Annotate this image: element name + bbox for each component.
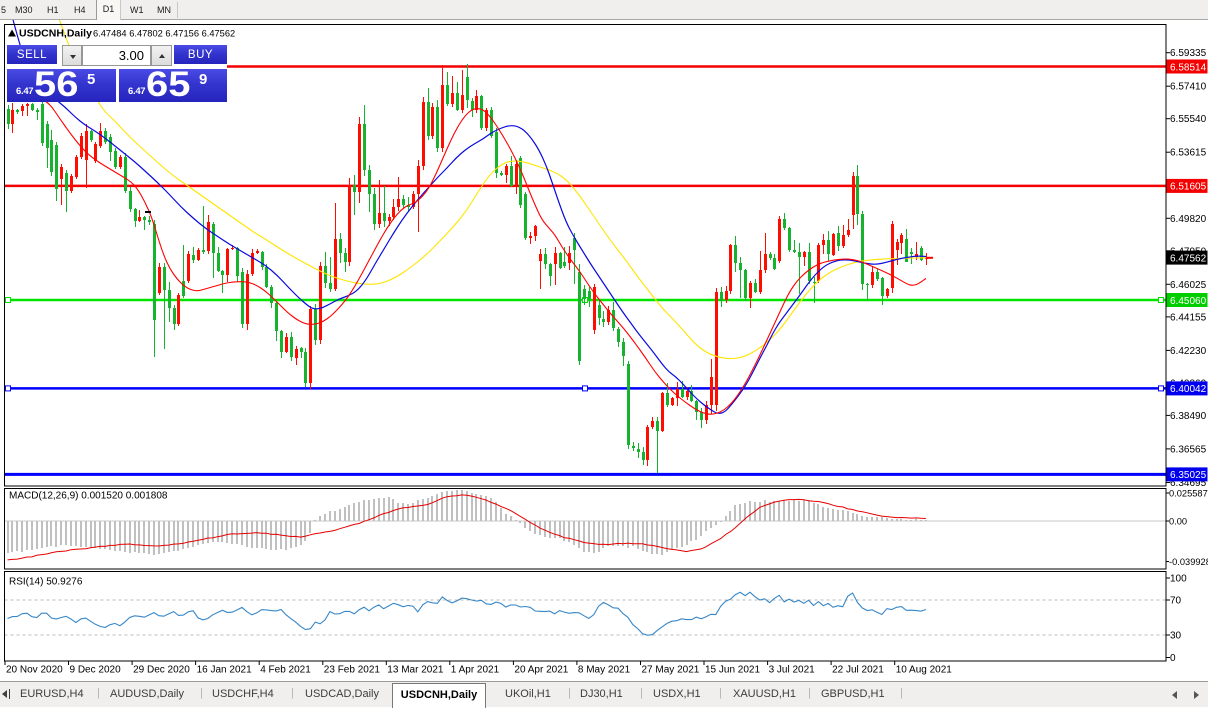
svg-text:6.57410: 6.57410 bbox=[1170, 82, 1207, 93]
svg-text:3 Jul 2021: 3 Jul 2021 bbox=[769, 665, 816, 676]
svg-text:6.38490: 6.38490 bbox=[1170, 411, 1207, 422]
svg-text:1 Apr 2021: 1 Apr 2021 bbox=[451, 665, 500, 676]
svg-text:4 Feb 2021: 4 Feb 2021 bbox=[260, 665, 311, 676]
svg-text:6.58514: 6.58514 bbox=[1170, 62, 1207, 73]
svg-text:70: 70 bbox=[1170, 596, 1182, 607]
svg-text:15 Jun 2021: 15 Jun 2021 bbox=[705, 665, 760, 676]
svg-text:0.00: 0.00 bbox=[1169, 517, 1187, 527]
svg-text:6.47484 6.47802 6.47156 6.4756: 6.47484 6.47802 6.47156 6.47562 bbox=[93, 29, 235, 39]
svg-text:30: 30 bbox=[1170, 631, 1182, 642]
svg-text:13 Mar 2021: 13 Mar 2021 bbox=[387, 665, 444, 676]
svg-text:29 Dec 2020: 29 Dec 2020 bbox=[133, 665, 190, 676]
svg-text:6.47562: 6.47562 bbox=[1170, 253, 1207, 264]
svg-text:6.44155: 6.44155 bbox=[1170, 312, 1207, 323]
svg-text:6.49820: 6.49820 bbox=[1170, 214, 1207, 225]
svg-text:6.51605: 6.51605 bbox=[1170, 182, 1207, 193]
svg-text:22 Jul 2021: 22 Jul 2021 bbox=[832, 665, 884, 676]
svg-text:6.59335: 6.59335 bbox=[1170, 48, 1207, 59]
svg-text:6.36565: 6.36565 bbox=[1170, 444, 1207, 455]
svg-text:27 May 2021: 27 May 2021 bbox=[642, 665, 700, 676]
svg-text:6.53615: 6.53615 bbox=[1170, 148, 1207, 159]
svg-text:0: 0 bbox=[1170, 653, 1176, 664]
svg-text:6.35025: 6.35025 bbox=[1170, 470, 1207, 481]
svg-text:23 Feb 2021: 23 Feb 2021 bbox=[324, 665, 381, 676]
svg-text:6.42230: 6.42230 bbox=[1170, 346, 1207, 357]
svg-text:16 Jan 2021: 16 Jan 2021 bbox=[197, 665, 252, 676]
svg-text:6.55540: 6.55540 bbox=[1170, 114, 1207, 125]
svg-text:100: 100 bbox=[1170, 574, 1187, 585]
svg-text:RSI(14) 50.9276: RSI(14) 50.9276 bbox=[9, 577, 83, 588]
svg-text:-0.039928: -0.039928 bbox=[1169, 557, 1208, 567]
svg-text:9 Dec 2020: 9 Dec 2020 bbox=[70, 665, 122, 676]
svg-text:20 Nov 2020: 20 Nov 2020 bbox=[6, 665, 63, 676]
svg-text:8 May 2021: 8 May 2021 bbox=[578, 665, 631, 676]
svg-text:6.34695: 6.34695 bbox=[1170, 478, 1207, 489]
svg-text:20 Apr 2021: 20 Apr 2021 bbox=[514, 665, 568, 676]
svg-text:USDCNH,Daily: USDCNH,Daily bbox=[19, 28, 92, 40]
svg-text:0.025587: 0.025587 bbox=[1169, 489, 1208, 499]
svg-text:6.40042: 6.40042 bbox=[1170, 384, 1207, 395]
svg-text:MACD(12,26,9) 0.001520 0.00180: MACD(12,26,9) 0.001520 0.001808 bbox=[9, 491, 168, 502]
svg-text:6.46025: 6.46025 bbox=[1170, 280, 1207, 291]
svg-text:6.45060: 6.45060 bbox=[1170, 296, 1207, 307]
svg-text:10 Aug 2021: 10 Aug 2021 bbox=[896, 665, 953, 676]
